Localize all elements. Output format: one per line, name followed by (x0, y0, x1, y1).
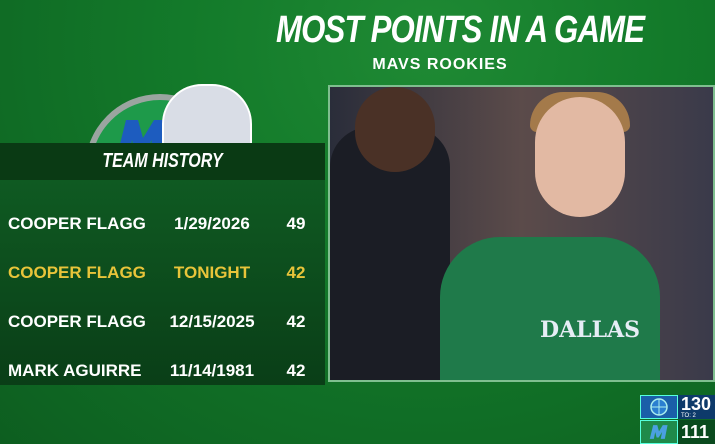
player-name: MARK AGUIRRE (8, 361, 142, 380)
points: 49 (286, 214, 306, 233)
player-name: COOPER FLAGG (8, 312, 146, 331)
player-name: COOPER FLAGG (8, 263, 146, 282)
game-date: 1/29/2026 (174, 214, 250, 233)
table-row: MARK AGUIRRE 11/14/1981 42 (0, 356, 325, 386)
player-name: COOPER FLAGG (8, 214, 146, 233)
graphic-title: MOST POINTS IN A GAME (276, 9, 645, 51)
table-row: COOPER FLAGG 12/15/2025 42 (0, 307, 325, 337)
points: 42 (286, 312, 306, 331)
mavs-m-logo-icon (640, 420, 678, 444)
points: 42 (286, 263, 306, 282)
mavs-m-icon (120, 120, 168, 143)
scorebug: 130 TO: 2 111 (640, 395, 715, 444)
away-team: 130 TO: 2 (640, 395, 715, 419)
team-history-bar: TEAM HISTORY (0, 143, 325, 180)
section-label: TEAM HISTORY (102, 150, 223, 172)
jersey-text: DALLAS (540, 317, 641, 343)
timeouts: TO: 2 (681, 413, 696, 419)
home-score: 111 (681, 422, 710, 442)
graphic-subtitle: MAVS ROOKIES (372, 56, 508, 73)
game-date: TONIGHT (173, 263, 251, 282)
away-score: 130 (681, 395, 712, 414)
home-team: 111 (640, 420, 715, 444)
table-row-highlighted: COOPER FLAGG TONIGHT 42 (0, 258, 325, 288)
player-photo: DALLAS (328, 85, 715, 382)
table-row: COOPER FLAGG 1/29/2026 49 (0, 209, 325, 239)
points: 42 (286, 361, 306, 380)
basketball-logo-icon (640, 395, 678, 419)
records-table: COOPER FLAGG 1/29/2026 49 COOPER FLAGG TONI… (0, 180, 325, 385)
mavs-logo (80, 84, 260, 143)
game-date: 12/15/2025 (169, 312, 255, 331)
game-date: 11/14/1981 (169, 361, 255, 380)
